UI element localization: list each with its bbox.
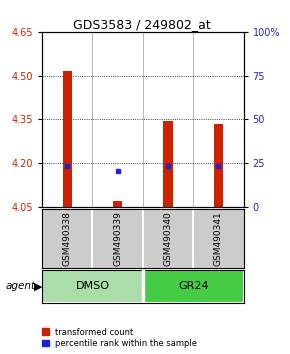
Text: ▶: ▶ (34, 281, 43, 291)
Bar (113, 201, 122, 207)
Text: GDS3583 / 249802_at: GDS3583 / 249802_at (73, 18, 211, 31)
Text: GSM490341: GSM490341 (214, 211, 223, 266)
Bar (143, 270, 244, 303)
Bar (164, 121, 173, 207)
Text: GSM490338: GSM490338 (63, 211, 72, 266)
Legend: transformed count, percentile rank within the sample: transformed count, percentile rank withi… (42, 327, 197, 348)
Text: DMSO: DMSO (75, 281, 109, 291)
Bar (63, 71, 72, 207)
Text: GSM490340: GSM490340 (164, 211, 173, 266)
Bar (214, 124, 223, 207)
Text: agent: agent (6, 281, 36, 291)
Bar (42, 270, 143, 303)
Text: GR24: GR24 (178, 281, 209, 291)
Text: GSM490339: GSM490339 (113, 211, 122, 266)
